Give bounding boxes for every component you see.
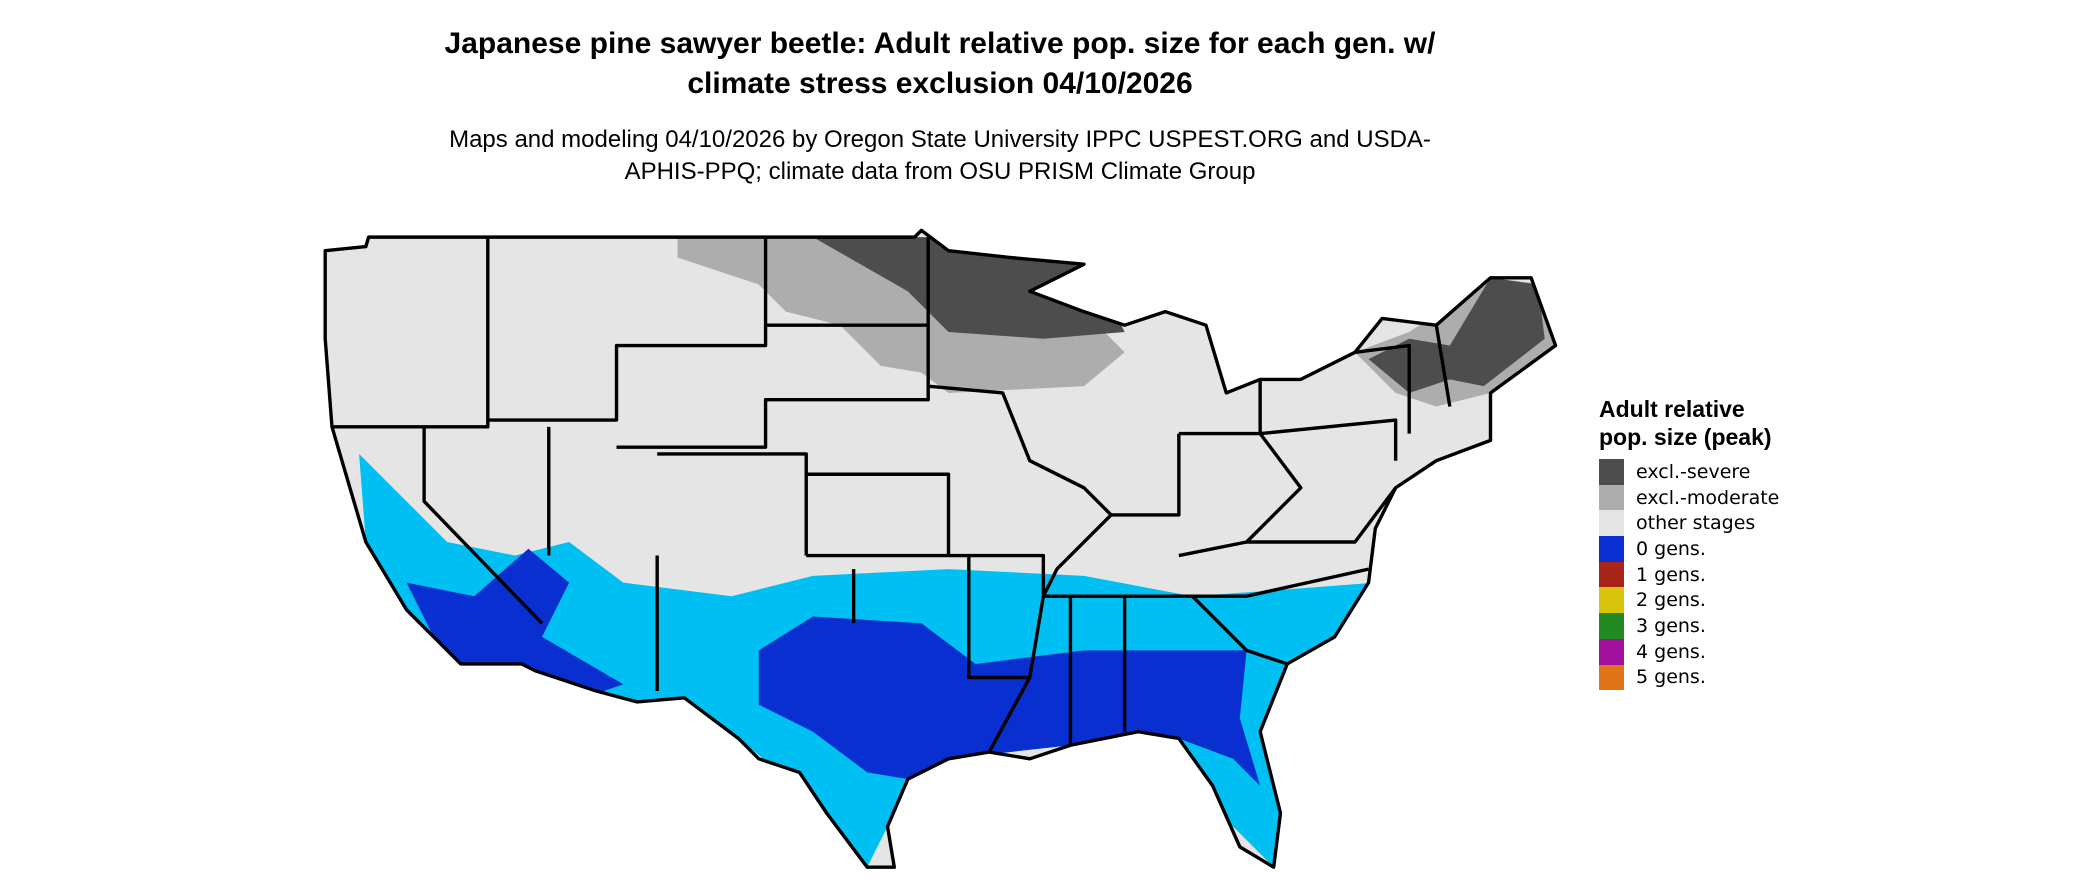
legend-swatch (1599, 484, 1624, 511)
legend-swatch (1599, 613, 1624, 639)
legend-item: 3 gens. (1599, 613, 1839, 639)
legend-swatch (1599, 536, 1624, 562)
legend-label: 1 gens. (1636, 563, 1706, 586)
legend-swatch (1599, 664, 1624, 691)
legend-label: 0 gens. (1636, 537, 1706, 560)
legend-label: 4 gens. (1636, 640, 1706, 663)
legend-label: excl.-moderate (1636, 486, 1780, 509)
region-severe-ne (1368, 277, 1545, 393)
legend-swatch (1599, 561, 1624, 588)
us-outline (323, 228, 1558, 869)
state-lines (331, 237, 1452, 753)
region-dark-south (758, 616, 1261, 786)
legend-swatch (1599, 587, 1624, 614)
legend-title: Adult relative pop. size (peak) (1599, 396, 1772, 450)
legend-label: 3 gens. (1636, 614, 1706, 637)
legend-swatch (1599, 638, 1624, 665)
chart-subtitle: Maps and modeling 04/10/2026 by Oregon S… (449, 126, 1431, 185)
legend-item: 1 gens. (1599, 561, 1839, 588)
legend-items: excl.-severe excl.-moderate other stages 0 … (1599, 459, 1839, 691)
borders (323, 228, 1558, 869)
legend: Adult relative pop. size (peak) excl.-se… (1599, 395, 1839, 691)
legend-item: excl.-moderate (1599, 484, 1839, 511)
region-moderate (677, 237, 1125, 393)
legend-item: 4 gens. (1599, 638, 1839, 665)
chart-title: Japanese pine sawyer beetle: Adult relat… (444, 27, 1436, 100)
legend-item: other stages (1599, 510, 1839, 537)
legend-label: 2 gens. (1636, 589, 1706, 612)
region-dark-west (406, 548, 624, 694)
legend-swatch (1599, 459, 1624, 485)
legend-label: excl.-severe (1636, 460, 1751, 483)
legend-item: 2 gens. (1599, 587, 1839, 614)
legend-item: 0 gens. (1599, 536, 1839, 562)
legend-item: 5 gens. (1599, 664, 1839, 691)
legend-item: excl.-severe (1599, 459, 1839, 485)
legend-label: other stages (1636, 512, 1756, 535)
legend-label: 5 gens. (1636, 666, 1706, 689)
legend-swatch (1599, 510, 1624, 537)
